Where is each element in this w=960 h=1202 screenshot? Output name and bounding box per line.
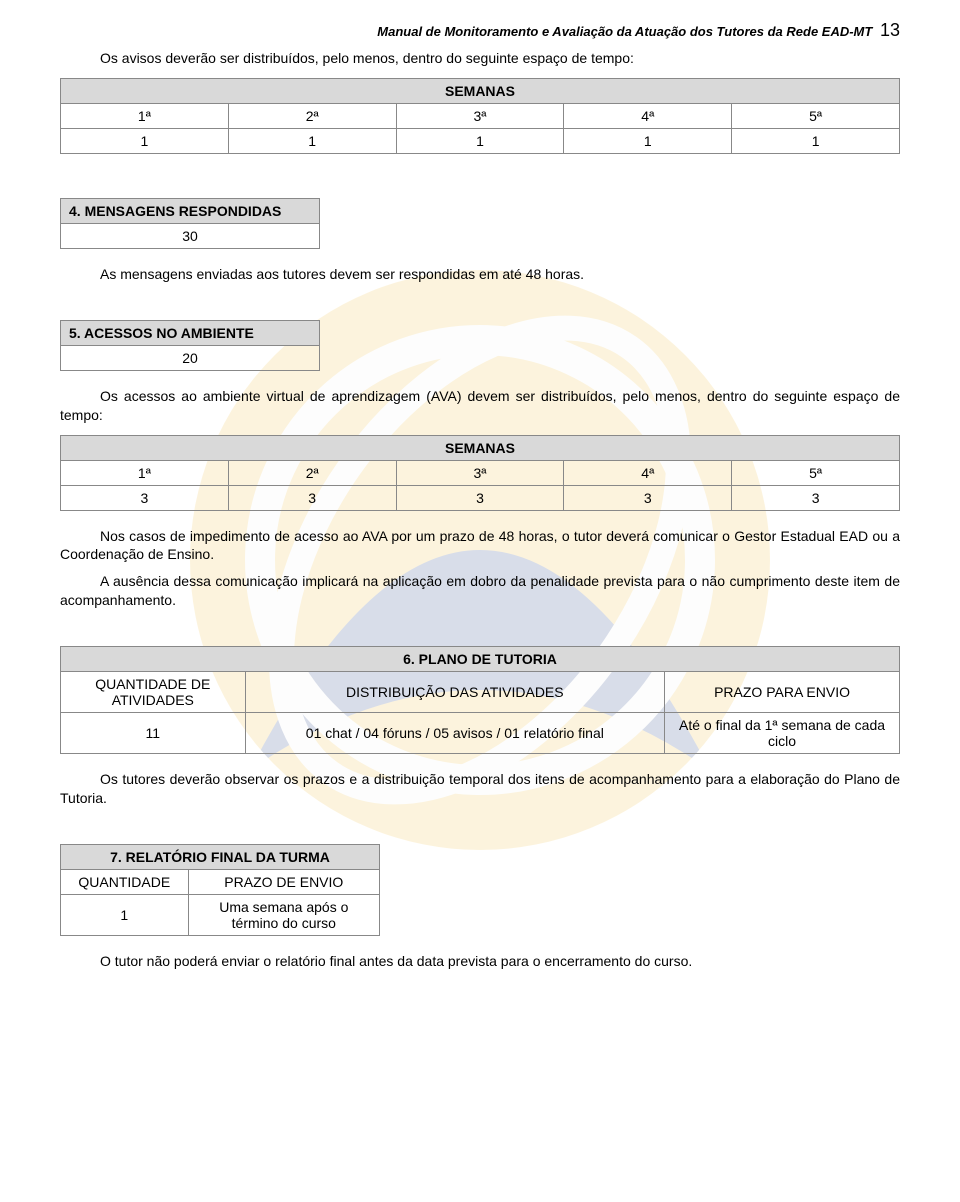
col: 5ª xyxy=(732,103,900,128)
acessos-semanas-table: SEMANAS 1ª 2ª 3ª 4ª 5ª 3 3 3 3 3 xyxy=(60,435,900,511)
acessos-value: 20 xyxy=(61,345,320,370)
val: 3 xyxy=(228,485,396,510)
relatorio-v1: 1 xyxy=(61,894,189,935)
plano-text: Os tutores deverão observar os prazos e … xyxy=(60,770,900,808)
val: 1 xyxy=(564,128,732,153)
col: 3ª xyxy=(396,103,564,128)
avisos-intro: Os avisos deverão ser distribuídos, pelo… xyxy=(60,49,900,68)
val: 1 xyxy=(228,128,396,153)
plano-h3: PRAZO PARA ENVIO xyxy=(665,672,900,713)
val: 3 xyxy=(564,485,732,510)
acessos-ausencia: A ausência dessa comunicação implicará n… xyxy=(60,572,900,610)
col: 4ª xyxy=(564,460,732,485)
acessos-text: Os acessos ao ambiente virtual de aprend… xyxy=(60,387,900,425)
col: 1ª xyxy=(61,103,229,128)
col: 3ª xyxy=(396,460,564,485)
relatorio-table: 7. RELATÓRIO FINAL DA TURMA QUANTIDADE P… xyxy=(60,844,380,936)
acessos-title: 5. ACESSOS NO AMBIENTE xyxy=(61,320,320,345)
mensagens-table: 4. MENSAGENS RESPONDIDAS 30 xyxy=(60,198,320,249)
col: 2ª xyxy=(228,460,396,485)
semanas-header: SEMANAS xyxy=(61,78,900,103)
plano-table: 6. PLANO DE TUTORIA QUANTIDADE DE ATIVID… xyxy=(60,646,900,754)
relatorio-text: O tutor não poderá enviar o relatório fi… xyxy=(60,952,900,971)
val: 3 xyxy=(61,485,229,510)
plano-v1: 11 xyxy=(61,713,246,754)
header-title: Manual de Monitoramento e Avaliação da A… xyxy=(377,24,872,39)
plano-title: 6. PLANO DE TUTORIA xyxy=(61,647,900,672)
relatorio-h2: PRAZO DE ENVIO xyxy=(188,869,379,894)
val: 1 xyxy=(396,128,564,153)
col: 4ª xyxy=(564,103,732,128)
acessos-impedimento: Nos casos de impedimento de acesso ao AV… xyxy=(60,527,900,565)
semanas-header: SEMANAS xyxy=(61,435,900,460)
plano-h2: DISTRIBUIÇÃO DAS ATIVIDADES xyxy=(245,672,665,713)
avisos-table: SEMANAS 1ª 2ª 3ª 4ª 5ª 1 1 1 1 1 xyxy=(60,78,900,154)
val: 1 xyxy=(732,128,900,153)
page-header: Manual de Monitoramento e Avaliação da A… xyxy=(60,20,900,41)
plano-v2: 01 chat / 04 fóruns / 05 avisos / 01 rel… xyxy=(245,713,665,754)
plano-v3: Até o final da 1ª semana de cada ciclo xyxy=(665,713,900,754)
msg-title: 4. MENSAGENS RESPONDIDAS xyxy=(61,198,320,223)
relatorio-v2: Uma semana após o término do curso xyxy=(188,894,379,935)
relatorio-h1: QUANTIDADE xyxy=(61,869,189,894)
relatorio-title: 7. RELATÓRIO FINAL DA TURMA xyxy=(61,844,380,869)
val: 3 xyxy=(732,485,900,510)
col: 1ª xyxy=(61,460,229,485)
col: 5ª xyxy=(732,460,900,485)
plano-h1: QUANTIDADE DE ATIVIDADES xyxy=(61,672,246,713)
val: 3 xyxy=(396,485,564,510)
msg-text: As mensagens enviadas aos tutores devem … xyxy=(60,265,900,284)
val: 1 xyxy=(61,128,229,153)
acessos-table: 5. ACESSOS NO AMBIENTE 20 xyxy=(60,320,320,371)
page-number: 13 xyxy=(880,20,900,40)
msg-value: 30 xyxy=(61,223,320,248)
col: 2ª xyxy=(228,103,396,128)
